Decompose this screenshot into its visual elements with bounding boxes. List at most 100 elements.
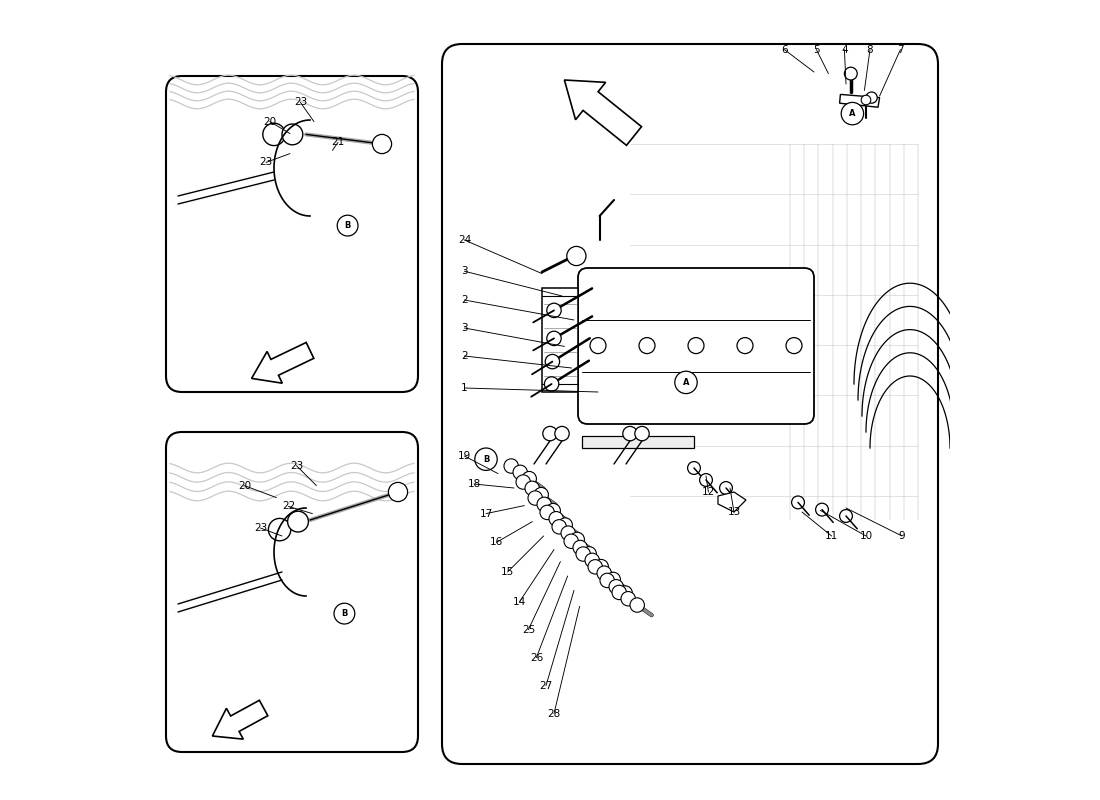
Circle shape bbox=[287, 511, 308, 532]
Circle shape bbox=[612, 586, 626, 600]
Circle shape bbox=[630, 598, 645, 612]
Circle shape bbox=[525, 481, 539, 495]
Circle shape bbox=[688, 338, 704, 354]
Polygon shape bbox=[582, 436, 694, 448]
Circle shape bbox=[688, 462, 701, 474]
Text: 25: 25 bbox=[521, 625, 535, 634]
Text: 13: 13 bbox=[727, 507, 740, 517]
Circle shape bbox=[373, 134, 392, 154]
Text: eurospares: eurospares bbox=[628, 135, 728, 153]
Circle shape bbox=[338, 215, 358, 236]
Text: B: B bbox=[344, 221, 351, 230]
Circle shape bbox=[540, 506, 554, 520]
Circle shape bbox=[845, 67, 857, 80]
Polygon shape bbox=[718, 492, 746, 512]
Text: 6: 6 bbox=[781, 45, 788, 54]
Circle shape bbox=[546, 354, 560, 369]
Text: eurospares: eurospares bbox=[240, 215, 340, 233]
Circle shape bbox=[564, 534, 579, 549]
Circle shape bbox=[576, 547, 591, 562]
Polygon shape bbox=[542, 288, 578, 392]
Text: 23: 23 bbox=[289, 461, 302, 470]
Text: 9: 9 bbox=[899, 531, 905, 541]
Polygon shape bbox=[564, 80, 641, 146]
Circle shape bbox=[561, 526, 575, 540]
Circle shape bbox=[554, 426, 569, 441]
Circle shape bbox=[786, 338, 802, 354]
Text: 26: 26 bbox=[530, 653, 543, 662]
Circle shape bbox=[792, 496, 804, 509]
Circle shape bbox=[388, 482, 408, 502]
Circle shape bbox=[597, 566, 612, 580]
Circle shape bbox=[590, 338, 606, 354]
Text: A: A bbox=[849, 109, 856, 118]
FancyBboxPatch shape bbox=[442, 44, 938, 764]
Text: eurospares: eurospares bbox=[240, 575, 340, 593]
Circle shape bbox=[537, 497, 551, 511]
Circle shape bbox=[542, 426, 558, 441]
Text: 2: 2 bbox=[461, 351, 468, 361]
Circle shape bbox=[609, 579, 624, 594]
Circle shape bbox=[842, 102, 864, 125]
Circle shape bbox=[618, 586, 632, 600]
Text: 1: 1 bbox=[461, 383, 468, 393]
Text: 11: 11 bbox=[825, 531, 838, 541]
FancyBboxPatch shape bbox=[578, 268, 814, 424]
Circle shape bbox=[544, 377, 559, 391]
Circle shape bbox=[534, 487, 549, 502]
Circle shape bbox=[861, 95, 871, 105]
Text: 23: 23 bbox=[294, 98, 307, 107]
Circle shape bbox=[547, 303, 561, 318]
Text: 5: 5 bbox=[813, 45, 820, 54]
Circle shape bbox=[839, 510, 853, 522]
Circle shape bbox=[570, 532, 584, 546]
Circle shape bbox=[582, 546, 596, 561]
Circle shape bbox=[516, 475, 530, 490]
Circle shape bbox=[623, 426, 637, 441]
Circle shape bbox=[719, 482, 733, 494]
Polygon shape bbox=[252, 342, 314, 383]
Circle shape bbox=[558, 518, 572, 532]
Circle shape bbox=[588, 560, 603, 574]
Circle shape bbox=[600, 574, 615, 588]
Circle shape bbox=[815, 503, 828, 516]
Polygon shape bbox=[839, 94, 880, 107]
Circle shape bbox=[594, 559, 608, 574]
Text: 15: 15 bbox=[500, 567, 514, 577]
Text: 17: 17 bbox=[480, 509, 493, 518]
Text: 2: 2 bbox=[461, 295, 468, 305]
Text: 19: 19 bbox=[458, 451, 471, 461]
Polygon shape bbox=[606, 80, 926, 576]
Text: 3: 3 bbox=[461, 266, 468, 276]
Text: B: B bbox=[483, 454, 490, 464]
FancyBboxPatch shape bbox=[166, 432, 418, 752]
Text: 27: 27 bbox=[539, 681, 552, 690]
Text: 7: 7 bbox=[898, 45, 904, 54]
Circle shape bbox=[573, 540, 587, 554]
Text: 14: 14 bbox=[513, 597, 526, 606]
Text: 20: 20 bbox=[238, 481, 251, 490]
Circle shape bbox=[475, 448, 497, 470]
Circle shape bbox=[282, 124, 303, 145]
Text: 24: 24 bbox=[458, 235, 471, 245]
Circle shape bbox=[522, 471, 537, 486]
Text: 20: 20 bbox=[263, 117, 276, 126]
Text: 16: 16 bbox=[490, 538, 503, 547]
Text: 12: 12 bbox=[702, 487, 715, 497]
Text: 4: 4 bbox=[842, 45, 848, 54]
Text: 3: 3 bbox=[461, 323, 468, 333]
Circle shape bbox=[621, 591, 636, 606]
Polygon shape bbox=[212, 700, 267, 739]
Text: B: B bbox=[341, 609, 348, 618]
Circle shape bbox=[528, 491, 542, 506]
Circle shape bbox=[639, 338, 654, 354]
Circle shape bbox=[547, 331, 561, 346]
Circle shape bbox=[504, 459, 518, 474]
Circle shape bbox=[585, 553, 600, 567]
Circle shape bbox=[549, 511, 563, 526]
Text: eurospares: eurospares bbox=[628, 567, 728, 585]
Circle shape bbox=[566, 246, 586, 266]
Text: 23: 23 bbox=[254, 523, 267, 533]
Circle shape bbox=[263, 123, 285, 146]
Circle shape bbox=[674, 371, 697, 394]
